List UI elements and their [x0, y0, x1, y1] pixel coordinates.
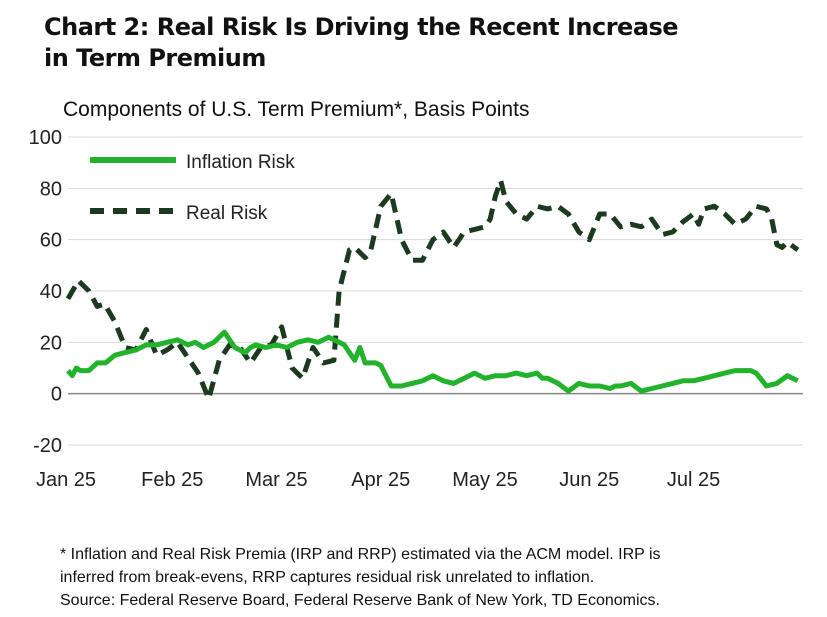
legend: Inflation Risk Real Risk	[90, 152, 295, 224]
y-axis-ticks: -20 0 20 40 60 80 100	[29, 127, 62, 457]
y-tick-label: -20	[33, 435, 62, 457]
line-chart: -20 0 20 40 60 80 100 Jan 25 Feb 25 Mar 25 Apr 25…	[29, 127, 803, 491]
x-tick-label: Feb 25	[141, 469, 203, 491]
y-tick-label: 40	[40, 281, 62, 303]
legend-label-real-risk: Real Risk	[186, 203, 268, 224]
footnote-line-1: * Inflation and Real Risk Premia (IRP an…	[60, 546, 661, 563]
footnote-line-3: Source: Federal Reserve Board, Federal R…	[60, 592, 660, 609]
x-tick-label: Jun 25	[559, 469, 619, 491]
x-tick-label: May 25	[452, 469, 518, 491]
x-tick-label: Jul 25	[667, 469, 720, 491]
y-tick-label: 0	[51, 384, 62, 406]
x-tick-label: Jan 25	[36, 469, 96, 491]
series-lines	[65, 178, 800, 402]
x-tick-label: Mar 25	[245, 469, 307, 491]
chart-subtitle: Components of U.S. Term Premium*, Basis …	[63, 98, 530, 121]
footnote-line-2: inferred from break-evens, RRP captures …	[60, 569, 595, 586]
chart-title-line-2: in Term Premium	[44, 44, 266, 72]
y-tick-label: 20	[40, 332, 62, 354]
footnote: * Inflation and Real Risk Premia (IRP an…	[60, 543, 661, 612]
y-tick-label: 80	[40, 178, 62, 200]
x-axis-ticks: Jan 25 Feb 25 Mar 25 Apr 25 May 25 Jun 25 Jul …	[36, 469, 720, 491]
y-tick-label: 60	[40, 230, 62, 252]
chart-title-line-1: Chart 2: Real Risk Is Driving the Recent…	[44, 13, 679, 41]
legend-label-inflation-risk: Inflation Risk	[186, 152, 295, 173]
x-tick-label: Apr 25	[351, 469, 410, 491]
chart-title: Chart 2: Real Risk Is Driving the Recent…	[44, 12, 804, 74]
series-line-inflation-risk	[66, 329, 799, 394]
series-line-real-risk	[65, 178, 800, 402]
y-tick-label: 100	[29, 127, 62, 149]
grid-lines	[68, 136, 803, 446]
